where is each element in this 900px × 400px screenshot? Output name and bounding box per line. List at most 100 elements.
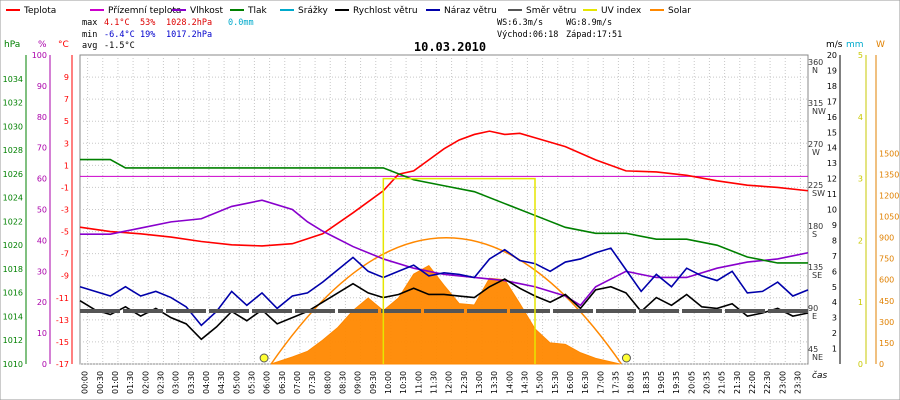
axis-degc-tick-label: 1 xyxy=(64,161,69,170)
legend: Teplota Přízemní teplota Vlhkost Tlak Sr… xyxy=(6,6,691,16)
axis-pct-tick-label: 80 xyxy=(37,113,47,122)
axis-dir-tick-label: SW xyxy=(812,189,825,198)
x-tick-label: 10:00 xyxy=(384,371,393,394)
legend-item-windspeed: Rychlost větru xyxy=(335,6,418,16)
axis-pct-tick-label: 30 xyxy=(37,267,47,276)
stats-min-press: 1017.2hPa xyxy=(166,30,212,40)
legend-item-hum: Vlhkost xyxy=(172,6,223,16)
axis-hpa-tick-label: 1020 xyxy=(3,241,23,250)
x-tick-label: 01:00 xyxy=(111,371,120,394)
x-tick-label: 04:30 xyxy=(217,371,226,394)
x-tick-label: 08:30 xyxy=(338,371,347,394)
x-tick-label: 11:00 xyxy=(414,371,423,394)
x-tick-label: 03:00 xyxy=(172,371,181,394)
axis-hpa-tick-label: 1026 xyxy=(3,170,23,179)
axis-uv-tick-label: 0 xyxy=(858,360,863,369)
series-windspeed-line xyxy=(79,278,809,341)
legend-item-uv: UV index xyxy=(583,6,642,16)
axis-pct-tick-label: 50 xyxy=(37,206,47,215)
x-tick-label: 17:35 xyxy=(611,371,620,394)
axis-dir-tick-label: 180 xyxy=(808,222,823,231)
axis-ms-tick-label: 15 xyxy=(827,128,837,137)
axis-ms-tick-label: 20 xyxy=(827,51,837,60)
x-tick-label: 09:30 xyxy=(369,371,378,394)
axis-degc-tick-label: 5 xyxy=(64,117,69,126)
axis-degc-tick-label: 9 xyxy=(64,73,69,82)
axis-ms-tick-label: 2 xyxy=(832,329,837,338)
stats-min-hum: 19% xyxy=(140,30,155,40)
x-tick-label: 12:30 xyxy=(460,371,469,394)
axis-hpa-tick-label: 1030 xyxy=(3,122,23,131)
axis-uv-tick-label: 2 xyxy=(858,236,863,245)
x-tick-label: 04:00 xyxy=(202,371,211,394)
x-tick-label: 18:35 xyxy=(642,371,651,394)
axis-ms-tick-label: 5 xyxy=(832,283,837,292)
x-tick-label: 12:00 xyxy=(445,371,454,394)
x-tick-label: 22:00 xyxy=(748,371,757,394)
axis-w-tick-label: 150 xyxy=(879,339,894,348)
x-tick-label: 09:00 xyxy=(354,371,363,394)
legend-label-dir: Směr větru xyxy=(526,6,576,16)
x-tick-label: 16:00 xyxy=(566,371,575,394)
legend-label-solar: Solar xyxy=(668,6,691,16)
x-tick-label: 01:30 xyxy=(126,371,135,394)
axis-ms-tick-label: 16 xyxy=(827,113,837,122)
axis-ms-tick-label: 6 xyxy=(832,267,837,276)
axis-ms-tick-label: 14 xyxy=(827,144,837,153)
axis-uv-tick-label: 4 xyxy=(858,113,863,122)
axis-w-tick-label: 1500 xyxy=(879,149,899,158)
axis-unit-w: W xyxy=(876,40,885,50)
legend-label-dew: Přízemní teplota xyxy=(108,6,181,16)
x-tick-label: 17:00 xyxy=(596,371,605,394)
axis-hpa-tick-label: 1018 xyxy=(3,265,23,274)
x-tick-label: 10:30 xyxy=(399,371,408,394)
axis-degc-tick-label: -11 xyxy=(56,294,69,303)
legend-label-temp: Teplota xyxy=(23,6,56,16)
x-tick-label: 05:00 xyxy=(232,371,241,394)
axis-hpa-tick-label: 1024 xyxy=(3,194,23,203)
x-tick-label: 20:35 xyxy=(702,371,711,394)
axes: 1034103210301028102610241022102010181016… xyxy=(3,51,900,369)
legend-label-gust: Náraz větru xyxy=(444,6,497,16)
x-tick-label: 06:30 xyxy=(278,371,287,394)
axis-ms-tick-label: 1 xyxy=(832,345,837,354)
sunset-marker xyxy=(621,353,631,363)
x-tick-label: 08:00 xyxy=(323,371,332,394)
x-tick-label: 21:05 xyxy=(718,371,727,394)
axis-w-tick-label: 1050 xyxy=(879,213,899,222)
chart-title: 10.03.2010 xyxy=(414,40,486,54)
x-tick-label: 07:00 xyxy=(293,371,302,394)
x-tick-label: 02:00 xyxy=(141,371,150,394)
x-tick-label: 07:30 xyxy=(308,371,317,394)
axis-dir-tick-label: NW xyxy=(812,107,826,116)
axis-w-tick-label: 600 xyxy=(879,276,894,285)
x-tick-label: 00:30 xyxy=(96,371,105,394)
axis-uv-tick-label: 3 xyxy=(858,175,863,184)
stats-sunset: Západ:17:51 xyxy=(566,30,622,40)
x-tick-label: 21:30 xyxy=(733,371,742,394)
axis-degc-tick-label: -3 xyxy=(61,206,69,215)
axis-degc-tick-label: -9 xyxy=(61,272,69,281)
axis-ms-tick-label: 19 xyxy=(827,66,837,75)
axis-degc-tick-label: -5 xyxy=(61,228,69,237)
legend-item-solar: Solar xyxy=(650,6,691,16)
axis-pct-tick-label: 100 xyxy=(32,51,47,60)
stats-sunrise: Východ:06:18 xyxy=(497,30,558,40)
axis-degc-tick-label: -17 xyxy=(56,360,69,369)
x-tick-label: 16:30 xyxy=(581,371,590,394)
axis-pct-tick-label: 20 xyxy=(37,298,47,307)
axis-uv-tick-label: 5 xyxy=(858,51,863,60)
axis-ms-tick-label: 3 xyxy=(832,314,837,323)
axis-unit-degc: °C xyxy=(58,40,69,50)
stats-ws: WS:6.3m/s xyxy=(497,18,543,28)
axis-ms-tick-label: 4 xyxy=(832,298,837,307)
axis-hpa-tick-label: 1034 xyxy=(3,75,23,84)
x-tick-label: 15:00 xyxy=(536,371,545,394)
axis-unit-pct: % xyxy=(38,40,47,50)
axis-dir-tick-label: 270 xyxy=(808,140,823,149)
axis-w-tick-label: 1350 xyxy=(879,170,899,179)
axis-pct-tick-label: 0 xyxy=(42,360,47,369)
x-tick-label: 15:30 xyxy=(551,371,560,394)
axis-hpa-tick-label: 1032 xyxy=(3,99,23,108)
axis-ms-tick-label: 10 xyxy=(827,206,837,215)
